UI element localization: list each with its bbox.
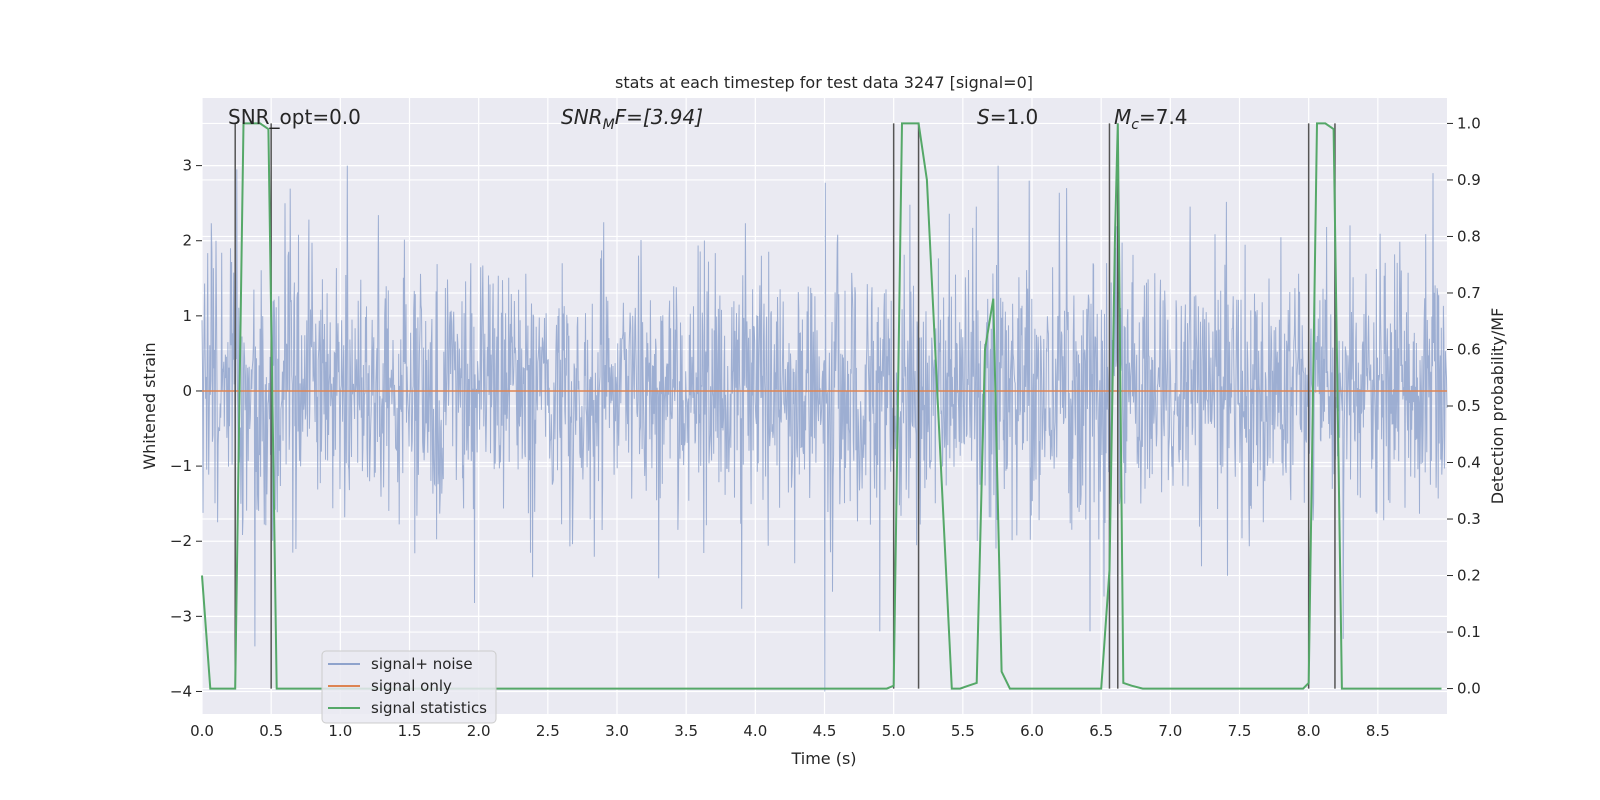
x-tick-label: 6.5 [1089, 722, 1113, 740]
x-tick-label: 4.0 [743, 722, 767, 740]
x-tick-label: 0.0 [190, 722, 214, 740]
x-tick-label: 2.0 [467, 722, 491, 740]
legend-label-signal-only: signal only [371, 677, 452, 695]
x-tick-label: 7.5 [1228, 722, 1252, 740]
legend-box [321, 650, 497, 724]
y-tick-label: −4 [170, 682, 192, 700]
x-tick-label: 0.5 [259, 722, 283, 740]
y-tick-label: 1 [182, 307, 192, 325]
annotation-mc: Mc=7.4 [1114, 105, 1188, 133]
legend-label-signal-statistics: signal statistics [371, 699, 487, 717]
annotation-mc-sub: c [1131, 117, 1139, 133]
annotation-snr-mf-main: SNR [561, 105, 603, 129]
annotation-mc-val: =7.4 [1139, 105, 1188, 129]
right-y-tick-label: 0.3 [1457, 510, 1481, 528]
x-axis-ticks: 0.0 0.5 1.0 1.5 2.0 2.5 3.0 3.5 4.0 4.5 5.0 5.5 6.0 6… [190, 722, 1390, 740]
right-y-tick-label: 0.5 [1457, 397, 1481, 415]
right-y-tick-label: 0.0 [1457, 680, 1481, 698]
y-tick-label: −3 [170, 607, 192, 625]
y-tick-label: −2 [170, 532, 192, 550]
x-tick-label: 3.5 [674, 722, 698, 740]
right-y-axis-ticks: 0.0 0.1 0.2 0.3 0.4 0.5 0.6 0.7 0.8 0.9 1.0 [1447, 114, 1481, 698]
x-tick-label: 6.0 [1020, 722, 1044, 740]
right-y-tick-label: 0.1 [1457, 623, 1481, 641]
right-y-tick-label: 0.4 [1457, 454, 1481, 472]
annotation-mc-var: M [1114, 105, 1131, 129]
right-y-tick-label: 0.9 [1457, 171, 1481, 189]
signal-statistics-line [201, 122, 1442, 690]
annotation-snr-mf-sub: M [603, 117, 615, 133]
right-y-tick-label: 0.8 [1457, 227, 1481, 245]
chart-title: stats at each timestep for test data 324… [615, 73, 1033, 92]
y-axis-ticks: −4 −3 −2 −1 0 1 2 3 [170, 157, 202, 700]
y-tick-label: 0 [182, 382, 192, 400]
y-axis-label: Whitened strain [140, 342, 159, 469]
right-y-tick-label: 0.6 [1457, 340, 1481, 358]
x-tick-label: 3.0 [605, 722, 629, 740]
annotation-s-var: S [977, 105, 990, 129]
x-tick-label: 2.5 [536, 722, 560, 740]
signal-statistics-series [201, 122, 1442, 690]
x-tick-label: 1.0 [328, 722, 352, 740]
signal-noise-series [201, 165, 1448, 692]
legend: signal+ noise signal only signal statist… [321, 650, 497, 724]
annotation-snr-mf: SNRMF=[3.94] [561, 105, 703, 133]
x-tick-label: 5.0 [882, 722, 906, 740]
right-y-tick-label: 1.0 [1457, 114, 1481, 132]
x-tick-label: 8.0 [1297, 722, 1321, 740]
y-tick-label: 3 [182, 157, 192, 175]
legend-label-signal-noise: signal+ noise [371, 655, 473, 673]
x-axis-label: Time (s) [790, 749, 856, 768]
annotation-snr-opt: SNR_opt=0.0 [228, 105, 361, 129]
x-tick-label: 5.5 [951, 722, 975, 740]
right-y-tick-label: 0.2 [1457, 567, 1481, 585]
annotation-s: S=1.0 [977, 105, 1038, 129]
signal-noise-line [201, 165, 1448, 692]
x-tick-label: 8.5 [1366, 722, 1390, 740]
right-y-axis-label: Detection probability/MF [1488, 308, 1507, 505]
x-tick-label: 1.5 [398, 722, 422, 740]
vertical-markers [234, 123, 1336, 689]
right-y-tick-label: 0.7 [1457, 284, 1481, 302]
annotation-s-val: =1.0 [990, 105, 1039, 129]
y-tick-label: −1 [170, 457, 192, 475]
y-tick-label: 2 [182, 232, 192, 250]
x-tick-label: 4.5 [813, 722, 837, 740]
annotation-snr-mf-rest: F=[3.94] [615, 105, 703, 129]
x-tick-label: 7.0 [1158, 722, 1182, 740]
